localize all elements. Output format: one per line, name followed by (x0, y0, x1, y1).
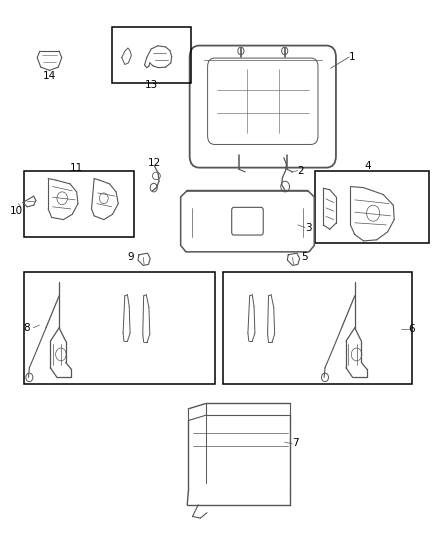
Text: 1: 1 (348, 52, 355, 62)
Bar (24, 171, 134, 237)
Text: 10: 10 (10, 206, 23, 215)
Text: 9: 9 (127, 252, 134, 262)
Text: 13: 13 (145, 80, 158, 90)
Text: 2: 2 (297, 166, 304, 175)
Text: 11: 11 (70, 163, 83, 173)
Text: 14: 14 (43, 71, 56, 81)
Text: 8: 8 (23, 323, 30, 333)
Bar (223, 272, 412, 384)
Bar (112, 27, 191, 83)
Bar (315, 171, 429, 243)
Text: 6: 6 (408, 324, 415, 334)
Bar (24, 272, 215, 384)
Text: 3: 3 (305, 223, 312, 232)
Text: 5: 5 (301, 252, 308, 262)
Text: 4: 4 (364, 161, 371, 171)
Text: 7: 7 (292, 439, 299, 448)
Text: 12: 12 (148, 158, 161, 167)
